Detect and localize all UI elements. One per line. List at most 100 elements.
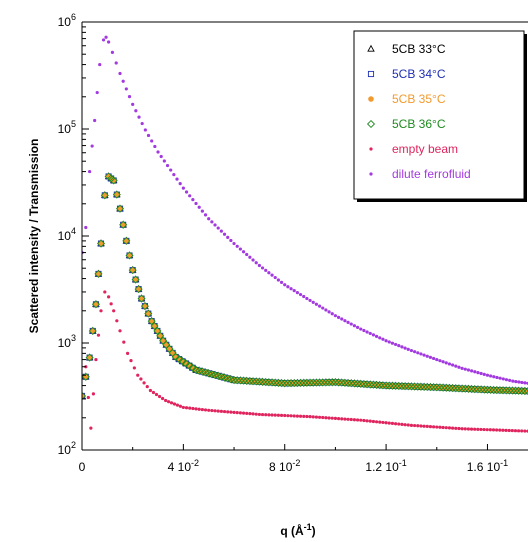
dilute-ferrofluid-point [295,291,299,295]
5cb-36-c-point [239,376,248,385]
dilute-ferrofluid-point [476,371,480,375]
5cb-36-c-point [404,382,413,391]
empty-beam-point [476,427,480,431]
empty-beam-point [160,396,165,401]
empty-beam-point [157,394,162,399]
dilute-ferrofluid-point [178,182,182,186]
dilute-ferrofluid-point [127,95,132,99]
legend-box [353,30,525,200]
5cb-36-c-point [175,355,184,364]
dilute-ferrofluid-point [200,209,204,213]
x-tick-label: 4 10-2 [168,458,199,474]
5cb-36-c-point [356,379,365,388]
dilute-ferrofluid-point [460,366,464,370]
empty-beam-point [460,427,464,431]
empty-beam-point [126,351,130,355]
dilute-ferrofluid-point [153,144,157,149]
5cb-36-c-point [293,379,302,388]
5cb-36-c-point [337,378,346,387]
x-axis-ticks: 0 4 10-2 8 10-2 1.2 10-1 1.6 10-1 [79,444,508,474]
5cb-36-c-point [477,385,486,394]
empty-beam-point [513,429,518,433]
legend: 5CB 33°C 5CB 34°C 5CB 35°C 5CB 36°C empty be… [353,30,527,202]
legend-label-empty-beam: empty beam [392,142,458,156]
dilute-ferrofluid-point [311,300,315,304]
empty-beam-point [94,357,98,362]
dilute-ferrofluid-point [175,177,179,181]
dilute-ferrofluid-point [121,79,125,83]
dilute-ferrofluid-point [245,252,249,257]
empty-beam-point [238,411,242,415]
5cb-36-c-point [350,379,359,388]
dilute-ferrofluid-point [485,373,490,377]
empty-beam-point [132,366,136,370]
empty-beam-point [194,407,198,411]
empty-beam-point [409,423,414,427]
empty-beam-point [295,414,299,418]
5cb-36-c-point [178,357,187,366]
empty-beam-point [151,390,156,395]
empty-beam-point [355,418,360,422]
empty-beam-point [324,416,328,420]
empty-beam-point [118,329,122,333]
dilute-ferrofluid-point [451,363,455,367]
empty-beam-point [286,414,290,418]
dilute-ferrofluid-point [226,235,230,239]
dilute-ferrofluid-point [104,35,108,39]
dilute-ferrofluid-point [292,289,296,293]
dilute-ferrofluid-point [118,71,122,76]
dilute-ferrofluid-point [349,322,353,326]
empty-beam-point [283,413,287,418]
5cb-36-c-point [245,377,254,386]
5cb-36-c-point [344,379,353,388]
dilute-ferrofluid-point [327,310,331,314]
5cb-36-c-point [321,378,330,387]
5cb-36-c-point [252,377,261,386]
dilute-ferrofluid-point [216,226,220,230]
5cb-36-c-point [382,381,391,390]
5cb-36-c-point [359,380,368,389]
dilute-ferrofluid-point [457,365,461,369]
dilute-ferrofluid-point [425,354,429,358]
dilute-ferrofluid-point [409,348,414,353]
5cb-36-c-point [514,386,523,395]
empty-beam-point [397,422,401,426]
dilute-ferrofluid-point [283,283,287,287]
dilute-ferrofluid-point [374,334,379,338]
dilute-ferrofluid-point [197,205,201,209]
empty-beam-point [491,428,496,432]
empty-beam-point [112,309,116,313]
5cb-36-c-point [442,383,451,392]
dilute-ferrofluid-point [378,336,382,340]
dilute-ferrofluid-point [159,154,163,159]
dilute-ferrofluid-point [470,369,474,373]
dilute-ferrofluid-point [156,150,160,154]
empty-beam-point [142,381,146,385]
5cb-36-c-point [328,378,337,387]
empty-beam-point [473,427,477,431]
empty-beam-point [321,415,325,420]
5cb-36-c-point [296,378,305,388]
5cb-36-c-point [435,383,444,392]
empty-beam-point [422,424,426,428]
5cb-36-c-point [185,361,194,370]
dilute-ferrofluid-point [241,250,246,254]
empty-beam-point [99,309,103,313]
dilute-ferrofluid-point [419,352,423,356]
dilute-ferrofluid-point [406,347,410,351]
5cb-36-c-point [325,378,334,387]
y-tick-label: 102 [58,440,76,457]
dilute-ferrofluid-point [264,268,268,272]
empty-beam-point [381,420,385,425]
dilute-ferrofluid-point [124,87,128,91]
x-tick-label: 1.6 10-1 [467,458,508,474]
empty-beam-point [378,420,382,424]
legend-marker-5cb-34-c [367,70,375,78]
empty-beam-point [435,425,439,429]
empty-beam-point [327,416,331,420]
dilute-ferrofluid-point [352,324,357,328]
5cb-36-c-point [385,381,394,390]
dilute-ferrofluid-point [416,351,420,355]
empty-beam-point [178,404,183,408]
empty-beam-point [428,425,433,429]
